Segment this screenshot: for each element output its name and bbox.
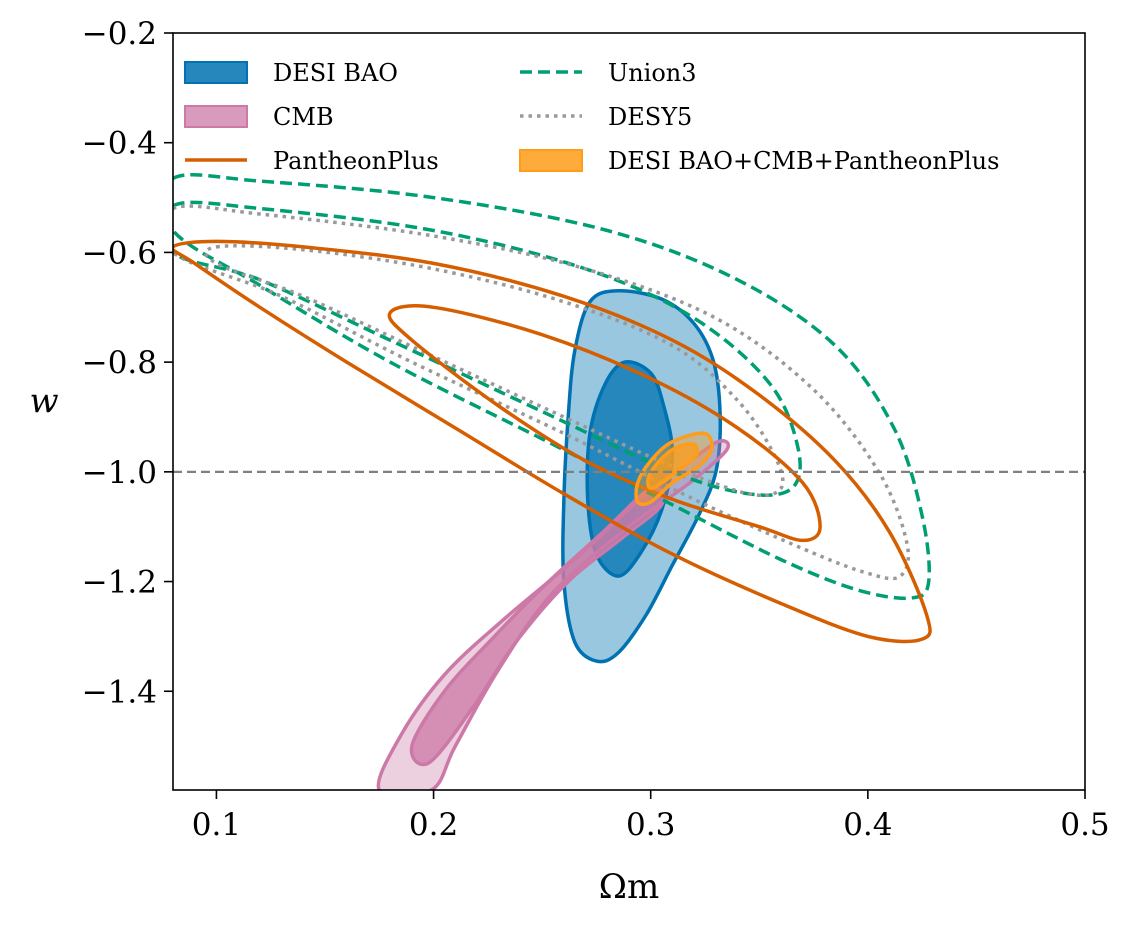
x-axis-label: Ωm <box>599 867 659 907</box>
legend-item-union3: Union3 <box>520 59 697 87</box>
x-tick-label: 0.1 <box>192 807 241 843</box>
contour-pantheonplus-inner <box>387 304 822 543</box>
legend-swatch <box>184 61 248 84</box>
legend-swatch <box>519 149 583 172</box>
y-axis-label: w <box>29 381 58 421</box>
y-tick-label: −0.8 <box>82 345 157 381</box>
legend-item-cmb: CMB <box>184 103 334 131</box>
y-tick-label: −1.2 <box>82 565 157 601</box>
tick-layer: 0.1 0.2 0.3 0.4 0.5 −0.2 −0.4 −0.6 −0.8 −1.0 −1.2 −… <box>82 16 1110 843</box>
contour-desi-bao-cmb-pantheonplus-inner <box>646 442 700 491</box>
contour-cmb-inner <box>409 485 665 767</box>
legend-label: DESI BAO <box>273 59 398 87</box>
legend-label: Union3 <box>608 59 697 87</box>
contour-layer <box>173 172 932 790</box>
legend: DESI BAO CMB PantheonPlus Union3 DESY5 DESI B… <box>184 59 999 175</box>
contour-union3-outer <box>173 172 932 601</box>
legend-label: DESI BAO+CMB+PantheonPlus <box>608 147 999 175</box>
y-tick-label: −0.4 <box>82 126 157 162</box>
legend-label: DESY5 <box>608 103 692 131</box>
y-tick-label: −1.0 <box>82 455 157 491</box>
legend-swatch <box>184 105 248 128</box>
y-tick-label: −0.2 <box>82 16 157 52</box>
legend-item-desi-bao: DESI BAO <box>184 59 398 87</box>
contour-union3-inner <box>173 200 802 497</box>
x-tick-label: 0.2 <box>409 807 458 843</box>
contour-pantheonplus-outer <box>173 239 932 644</box>
y-tick-label: −0.6 <box>82 235 157 271</box>
contour-desy5-inner <box>203 244 785 498</box>
contour-desi-bao-inner <box>585 360 675 578</box>
x-tick-label: 0.3 <box>626 807 675 843</box>
x-tick-label: 0.4 <box>843 807 892 843</box>
legend-item-pantheonplus: PantheonPlus <box>185 147 439 175</box>
y-tick-label: −1.4 <box>82 674 157 710</box>
plot-frame <box>172 32 1086 791</box>
legend-label: CMB <box>273 103 334 131</box>
legend-item-desy5: DESY5 <box>520 103 692 131</box>
contour-desy5-outer <box>173 204 911 581</box>
x-tick-label: 0.5 <box>1060 807 1109 843</box>
legend-item-desi-bao-cmb-pantheonplus: DESI BAO+CMB+PantheonPlus <box>519 147 999 175</box>
legend-label: PantheonPlus <box>273 147 439 175</box>
